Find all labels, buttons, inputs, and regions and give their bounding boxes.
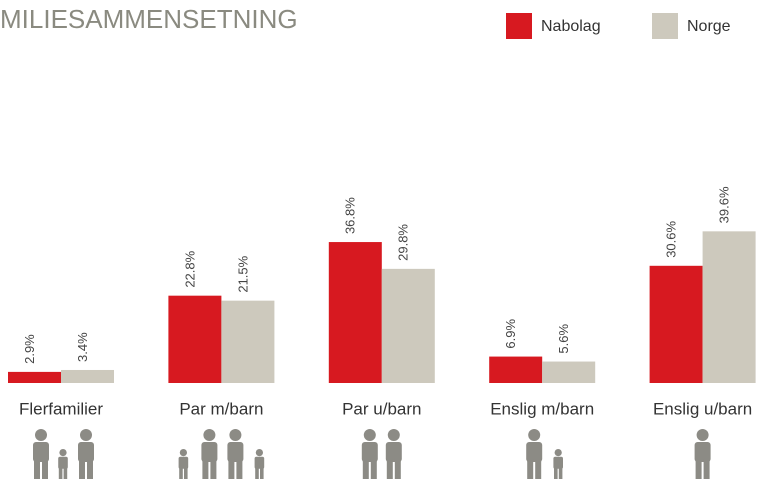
person-icon <box>58 449 68 479</box>
icon-leg <box>535 459 542 479</box>
person-icon <box>227 429 244 479</box>
icon-body <box>553 456 563 469</box>
icon-leg <box>527 459 534 479</box>
icon-leg <box>210 459 217 479</box>
person-icon <box>385 429 402 479</box>
icon-leg <box>558 467 563 479</box>
icon-head <box>229 429 242 441</box>
x-tick-label: Par u/barn <box>342 399 421 418</box>
icon-leg <box>34 459 40 479</box>
icon-body <box>254 456 265 469</box>
icon-head <box>363 429 376 441</box>
icon-leg <box>260 467 264 479</box>
x-tick-label: Flerfamilier <box>19 399 103 418</box>
icon-body <box>385 442 402 462</box>
x-tick-label: Enslig u/barn <box>653 399 752 418</box>
icon-head <box>179 449 187 457</box>
icon-head <box>528 429 541 441</box>
icon-leg <box>184 467 188 479</box>
icon-head <box>696 429 709 441</box>
icon-body <box>694 442 711 462</box>
legend-swatch <box>506 13 532 39</box>
icon-leg <box>87 459 93 479</box>
value-label: 3.4% <box>75 332 90 362</box>
chart-title: MILIESAMMENSETNING <box>0 4 298 34</box>
icon-body <box>526 442 543 462</box>
icon-body <box>361 442 378 462</box>
value-label: 39.6% <box>717 186 732 223</box>
bar <box>489 356 543 383</box>
bar <box>221 300 275 383</box>
bar <box>381 268 435 383</box>
person-icon <box>178 449 189 479</box>
legend-label: Nabolag <box>541 18 601 35</box>
icon-leg <box>79 459 85 479</box>
legend-label: Norge <box>687 18 731 35</box>
person-icon <box>201 429 218 479</box>
person-icon <box>694 429 711 479</box>
value-label: 6.9% <box>503 319 518 349</box>
person-icon <box>361 429 378 479</box>
value-label: 2.9% <box>22 334 37 364</box>
icon-leg <box>63 467 68 479</box>
icon-body <box>58 456 68 469</box>
icon-leg <box>202 459 209 479</box>
bar <box>328 242 382 383</box>
value-label: 36.8% <box>343 197 358 234</box>
value-label: 30.6% <box>664 221 679 258</box>
person-icon <box>78 429 94 479</box>
icon-leg <box>179 467 183 479</box>
icon-leg <box>255 467 259 479</box>
person-icon <box>254 449 265 479</box>
icon-leg <box>386 459 393 479</box>
icon-leg <box>394 459 401 479</box>
bar <box>61 369 114 383</box>
icon-leg <box>236 459 243 479</box>
icon-head <box>80 429 92 441</box>
value-label: 21.5% <box>235 255 250 292</box>
icon-leg <box>362 459 369 479</box>
value-label: 29.8% <box>396 224 411 261</box>
icon-head <box>59 449 67 457</box>
icon-head <box>554 449 562 457</box>
icon-head <box>387 429 400 441</box>
value-label: 5.6% <box>556 323 571 353</box>
bar <box>168 295 222 383</box>
person-icon <box>526 429 543 479</box>
icon-body <box>78 442 94 462</box>
person-icon <box>553 449 563 479</box>
icon-body <box>33 442 49 462</box>
icon-body <box>178 456 189 469</box>
person-icon <box>33 429 49 479</box>
icon-leg <box>42 459 48 479</box>
bar <box>8 371 61 383</box>
value-label: 22.8% <box>182 250 197 287</box>
icon-head <box>203 429 216 441</box>
icon-leg <box>695 459 702 479</box>
x-tick-label: Enslig m/barn <box>490 399 594 418</box>
icon-body <box>201 442 218 462</box>
x-tick-label: Par m/barn <box>179 399 263 418</box>
icon-leg <box>703 459 710 479</box>
icon-leg <box>554 467 558 479</box>
icon-head <box>255 449 263 457</box>
icon-leg <box>58 467 63 479</box>
icon-leg <box>228 459 235 479</box>
icon-head <box>35 429 47 441</box>
legend-swatch <box>652 13 678 39</box>
bar <box>649 265 703 383</box>
bar <box>542 361 596 383</box>
bar <box>702 231 756 383</box>
icon-leg <box>370 459 377 479</box>
icon-body <box>227 442 244 462</box>
